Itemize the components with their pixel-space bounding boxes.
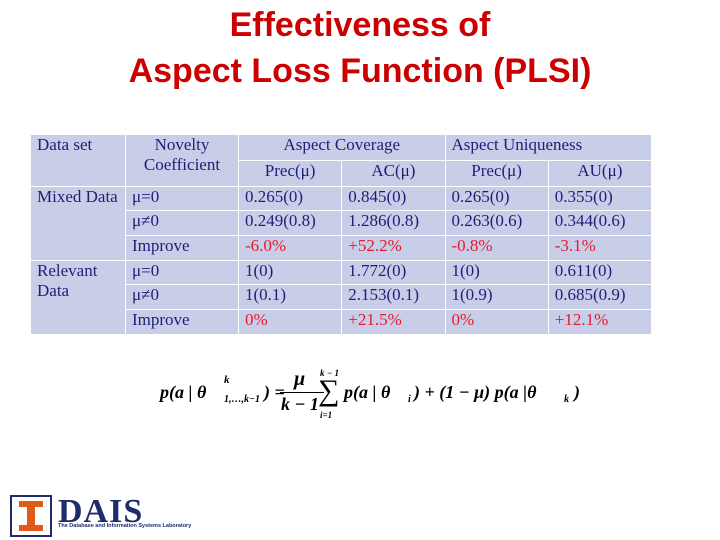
logo-lab-name: The Database and Information Systems Lab…: [58, 523, 192, 529]
group-label: Mixed Data: [30, 185, 126, 261]
formula-sum-bottom: i=1: [320, 410, 333, 420]
formula-lhs: p(a | θ: [160, 382, 207, 402]
coef-cell: Improve: [125, 235, 239, 261]
coef-cell: μ=0: [125, 185, 239, 212]
illinois-i-icon: [10, 495, 52, 537]
results-table-container: Data set Novelty Coefficient Aspect Cove…: [30, 134, 653, 336]
formula-rhs-close: ): [574, 382, 580, 402]
formula-frac-num: μ: [294, 368, 306, 390]
improve-ac-cell: +21.5%: [341, 309, 446, 335]
formula-rhs-2: ) + (1 − μ) p(a |θ: [414, 382, 537, 402]
au-cell: 0.344(0.6): [547, 210, 653, 237]
prec-cell: 0.265(0): [237, 185, 343, 212]
formula-lhs-sub: 1,…,k−1: [224, 394, 261, 405]
ac-cell: 1.286(0.8): [341, 210, 446, 237]
coef-cell: μ≠0: [125, 210, 239, 237]
improve-prec-cell: -6.0%: [237, 235, 343, 261]
table-row: μ≠0 0.249(0.8) 1.286(0.8) 0.263(0.6) 0.3…: [31, 210, 653, 237]
prec2-cell: 1(0): [444, 259, 549, 286]
formula-frac-den: k − 1: [281, 394, 319, 414]
formula-rhs-1: p(a | θ: [344, 382, 391, 402]
header-aspect-coverage: Aspect Coverage: [238, 134, 446, 161]
results-table: Data set Novelty Coefficient Aspect Cove…: [30, 134, 653, 336]
table-row-improve: Improve 0% +21.5% 0% +12.1%: [31, 309, 653, 335]
title-line-2: Aspect Loss Function (PLSI): [128, 52, 592, 90]
title-line-1: Effectiveness of: [229, 6, 491, 44]
coef-cell: μ≠0: [125, 284, 239, 311]
formula-frac-bar: [280, 392, 324, 393]
dais-logo: DAIS The Database and Information System…: [10, 493, 230, 537]
au-cell: 0.355(0): [547, 185, 653, 212]
logo-brand: DAIS: [58, 493, 144, 530]
ac-cell: 1.772(0): [341, 259, 446, 286]
header-aspect-uniqueness: Aspect Uniqueness: [444, 134, 652, 161]
improve-prec2-cell: -0.8%: [444, 235, 549, 261]
slide-title: Effectiveness of Aspect Loss Function (P…: [0, 2, 720, 94]
prec2-cell: 1(0.9): [444, 284, 549, 311]
coef-cell: μ=0: [125, 259, 239, 286]
improve-au-cell: -3.1%: [547, 235, 653, 261]
prec2-cell: 0.263(0.6): [444, 210, 549, 237]
prec-cell: 0.249(0.8): [237, 210, 343, 237]
group-label: Relevant Data: [30, 259, 126, 336]
improve-au-cell: +12.1%: [547, 309, 653, 335]
formula-lhs-close: ) =: [264, 382, 285, 402]
improve-ac-cell: +52.2%: [341, 235, 446, 261]
header-au: AU(μ): [547, 159, 653, 187]
coef-cell: Improve: [125, 309, 239, 335]
table-row: Mixed Data μ=0 0.265(0) 0.845(0) 0.265(0…: [30, 185, 653, 261]
header-prec-coverage: Prec(μ): [237, 159, 343, 187]
table-row: μ≠0 1(0.1) 2.153(0.1) 1(0.9) 0.685(0.9): [31, 284, 653, 311]
prec2-cell: 0.265(0): [444, 185, 549, 212]
au-cell: 0.611(0): [547, 259, 653, 286]
formula-rhs-2-sub: k: [564, 394, 569, 405]
table-row-improve: Improve -6.0% +52.2% -0.8% -3.1%: [31, 235, 653, 261]
prec-cell: 1(0): [237, 259, 343, 286]
table-row: Relevant Data μ=0 1(0) 1.772(0) 1(0) 0.6…: [30, 259, 653, 336]
prec-cell: 1(0.1): [237, 284, 343, 311]
formula-sum-top: k − 1: [320, 368, 339, 378]
header-ac: AC(μ): [341, 159, 446, 187]
ac-cell: 2.153(0.1): [341, 284, 446, 311]
table-subheader-row: Prec(μ) AC(μ) Prec(μ) AU(μ): [31, 159, 653, 187]
improve-prec2-cell: 0%: [444, 309, 549, 335]
novelty-formula: p(a | θ k 1,…,k−1 ) = μ k − 1 k − 1 ∑ i=…: [160, 368, 580, 428]
header-prec-uniqueness: Prec(μ): [444, 159, 549, 187]
formula-lhs-sup: k: [224, 374, 230, 386]
improve-prec-cell: 0%: [237, 309, 343, 335]
header-novelty: Novelty Coefficient: [125, 134, 239, 187]
formula-rhs-1-sub: i: [408, 394, 411, 405]
au-cell: 0.685(0.9): [547, 284, 653, 311]
table-header-row: Data set Novelty Coefficient Aspect Cove…: [30, 134, 652, 187]
formula-sum-symbol: ∑: [318, 374, 340, 407]
ac-cell: 0.845(0): [341, 185, 446, 212]
header-data-set: Data set: [30, 134, 126, 187]
